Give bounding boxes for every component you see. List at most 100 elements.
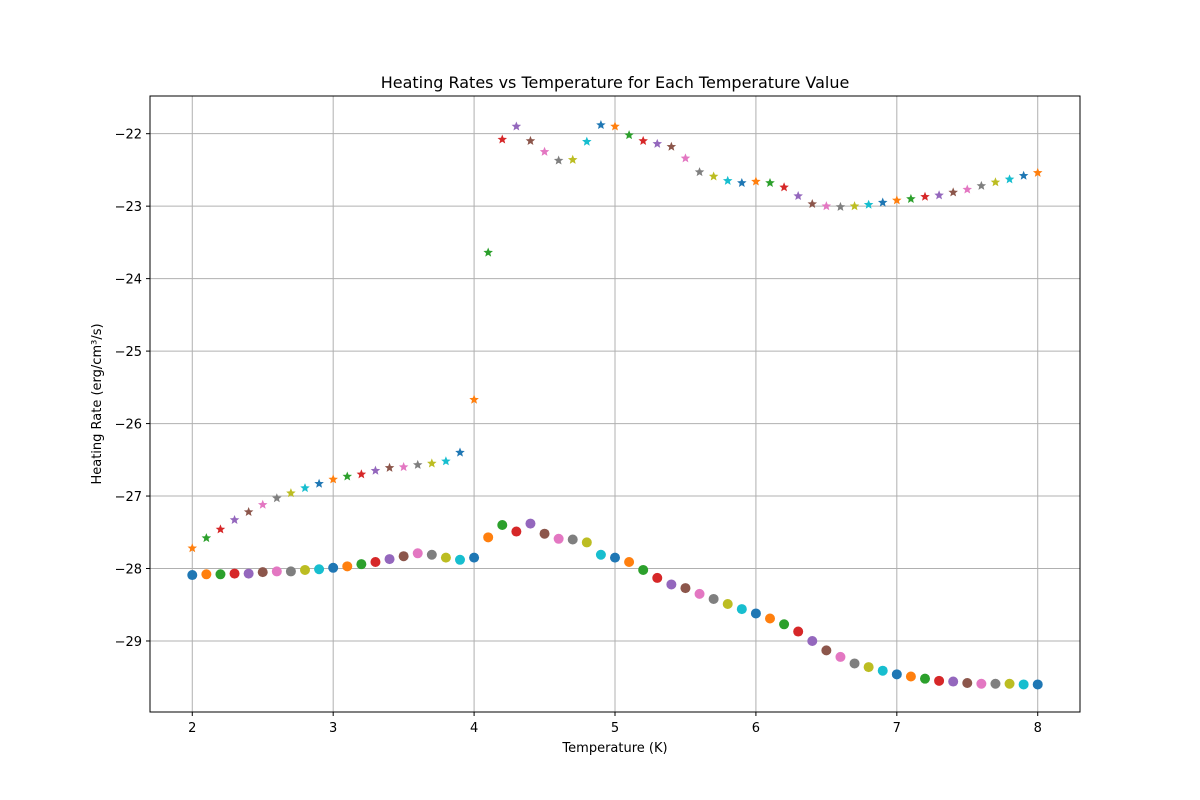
star-point [286, 488, 296, 498]
star-point [737, 177, 747, 188]
circle-point [243, 568, 254, 579]
circle-point [553, 533, 564, 544]
circle-point [300, 564, 310, 575]
circle-point [779, 619, 790, 630]
star-point [187, 543, 198, 553]
x-tick-label: 4 [470, 721, 478, 736]
circle-point [257, 567, 268, 578]
circle-point [976, 678, 987, 689]
circle-point [962, 678, 973, 689]
star-point [624, 130, 634, 140]
circle-point [356, 559, 367, 570]
circle-point [440, 552, 451, 563]
star-point [920, 191, 930, 201]
star-point [1004, 174, 1015, 184]
circle-point [525, 518, 536, 529]
star-point [779, 182, 789, 192]
y-tick-label: −27 [115, 490, 142, 505]
circle-point [539, 528, 550, 539]
star-point [596, 119, 606, 130]
y-tick-label: −24 [115, 273, 142, 288]
star-point [948, 187, 958, 197]
star-point [666, 141, 677, 151]
star-point [511, 121, 522, 131]
y-tick-label: −29 [115, 635, 142, 650]
circle-point [285, 566, 296, 577]
star-point [483, 247, 493, 257]
star-point [821, 201, 832, 211]
star-point [877, 197, 888, 207]
star-point [1032, 167, 1043, 177]
circle-point [201, 569, 212, 580]
x-tick-label: 8 [1034, 721, 1042, 736]
star-point [342, 471, 353, 481]
star-point [962, 184, 973, 194]
circle-point [187, 570, 198, 581]
circle-point [920, 673, 930, 684]
star-point [1018, 170, 1029, 180]
chart-title: Heating Rates vs Temperature for Each Te… [381, 73, 850, 92]
circle-point [652, 572, 663, 583]
circle-point [821, 645, 832, 656]
y-tick-label: −25 [115, 345, 142, 360]
y-tick-label: −23 [115, 200, 142, 215]
x-tick-label: 6 [752, 721, 760, 736]
star-point [680, 153, 691, 163]
star-point [314, 478, 324, 488]
circle-point [398, 551, 409, 562]
star-point [384, 462, 395, 472]
star-point [201, 533, 212, 543]
x-tick-label: 2 [188, 721, 196, 736]
star-point [525, 135, 536, 145]
axis-ticks: 2 3 4 5 6 7 8 −29 −28 −27 −26 −25 −24 −23 −22 [115, 128, 1042, 736]
circle-point [948, 676, 959, 687]
circle-point [877, 665, 888, 676]
y-axis-label: Heating Rate (erg/cm³/s) [90, 323, 105, 484]
star-point [412, 459, 423, 469]
series-circle-points [187, 518, 1043, 690]
star-point [469, 394, 479, 404]
circle-point [610, 552, 620, 563]
circle-point [680, 583, 691, 594]
circle-point [1004, 678, 1015, 689]
star-point [215, 524, 226, 534]
circle-point [511, 526, 522, 537]
star-point [300, 483, 310, 493]
circle-point [990, 678, 1001, 689]
circle-point [215, 569, 226, 580]
circle-point [370, 556, 381, 567]
circle-point [765, 613, 775, 624]
y-tick-label: −28 [115, 563, 142, 578]
circle-point [835, 651, 846, 662]
circle-point [581, 537, 592, 548]
circle-point [483, 532, 494, 543]
star-point [863, 199, 874, 209]
circle-point [497, 520, 508, 531]
circle-point [694, 588, 705, 599]
circle-point [934, 675, 945, 686]
circle-point [666, 579, 677, 590]
circle-point [905, 671, 916, 682]
circle-point [638, 564, 649, 575]
star-point [722, 175, 733, 185]
star-point [990, 177, 1001, 187]
circle-point [384, 554, 395, 565]
star-point [257, 499, 268, 509]
circle-point [863, 662, 874, 673]
star-point [356, 469, 367, 479]
star-point [793, 191, 803, 201]
circle-point [750, 608, 761, 619]
star-point [708, 171, 719, 181]
star-point [610, 121, 620, 131]
star-point [976, 180, 987, 190]
x-axis-label: Temperature (K) [561, 741, 667, 756]
star-point [807, 198, 818, 209]
series-star-points [187, 119, 1043, 553]
star-point [934, 190, 944, 200]
circle-point [342, 561, 353, 572]
star-point [497, 134, 508, 144]
circle-point [271, 566, 282, 577]
star-point [455, 447, 465, 457]
